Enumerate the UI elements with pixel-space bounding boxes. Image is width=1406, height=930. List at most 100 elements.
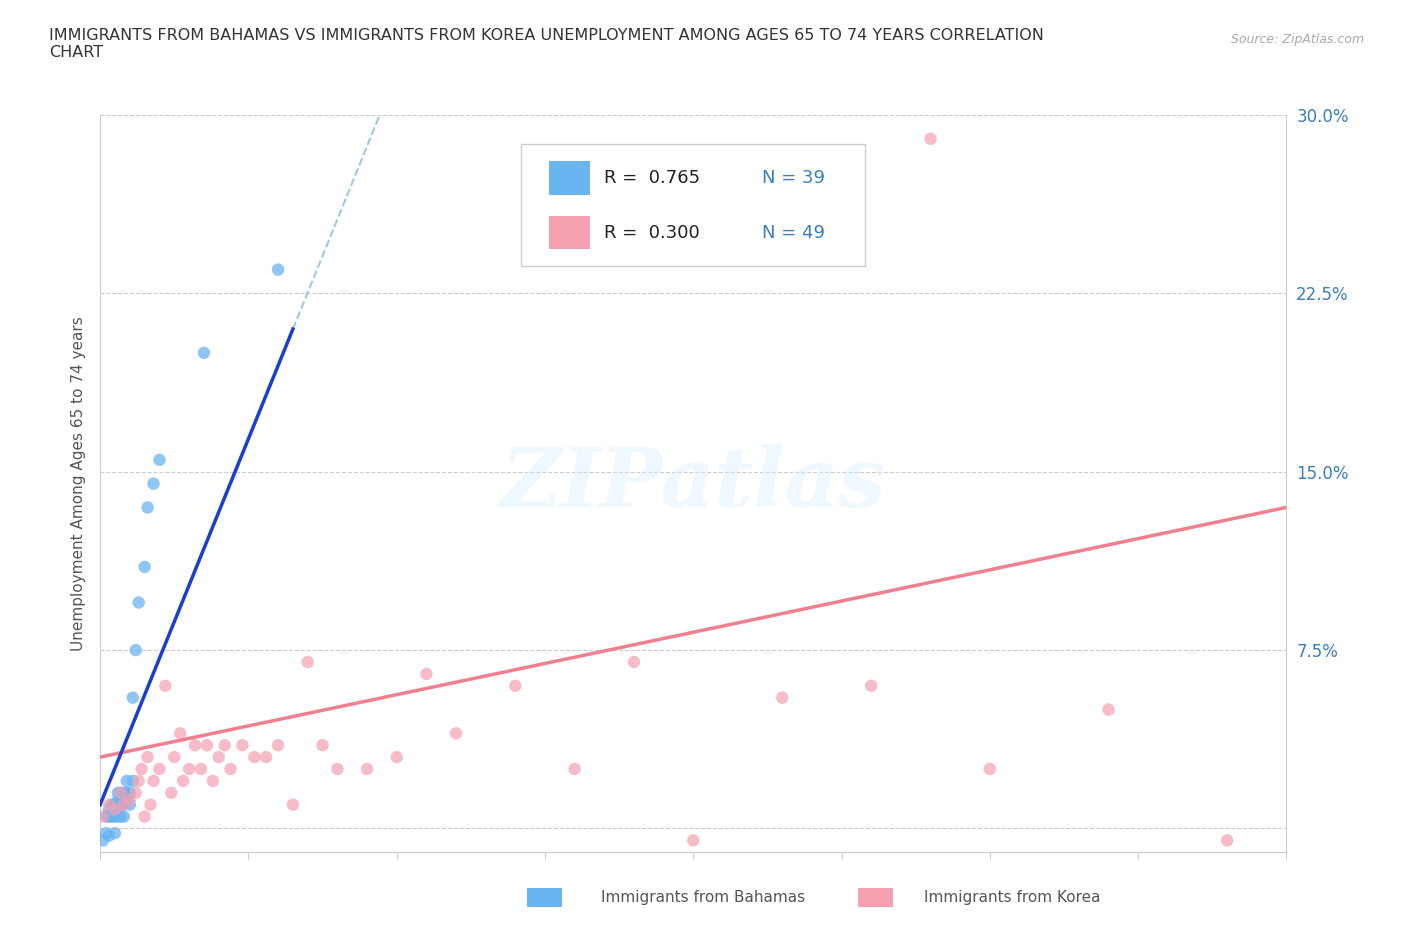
Point [121,690,143,705]
Point [128,774,150,789]
Point [267,262,290,277]
Point [136,500,159,515]
Point [118,797,141,812]
Point [118,792,141,807]
Point [104,809,127,824]
Point [505,678,527,693]
Point [91,809,114,824]
Point [564,762,586,777]
Point [115,774,138,789]
FancyBboxPatch shape [548,216,591,249]
Point [139,797,162,812]
Point [623,655,645,670]
Point [98,802,121,817]
Point [118,785,141,800]
Point [131,762,153,777]
Point [112,797,135,812]
Point [1097,702,1119,717]
Point [110,797,132,812]
Text: ZIPatlas: ZIPatlas [501,444,886,524]
Point [98,797,121,812]
Point [128,595,150,610]
Point [104,797,127,812]
Point [415,667,437,682]
Point [160,785,183,800]
Point [107,809,129,824]
FancyBboxPatch shape [522,144,865,266]
Point [134,809,156,824]
Point [107,792,129,807]
FancyBboxPatch shape [548,162,591,194]
Point [142,774,165,789]
Point [190,762,212,777]
Point [172,774,194,789]
Point [219,762,242,777]
Point [195,737,218,752]
Point [254,750,277,764]
Text: Immigrants from Korea: Immigrants from Korea [924,890,1101,905]
Point [385,750,408,764]
Point [91,833,114,848]
Point [110,785,132,800]
Point [243,750,266,764]
Point [770,690,793,705]
Point [98,829,121,844]
Point [163,750,186,764]
Point [110,809,132,824]
Text: N = 39: N = 39 [762,169,825,187]
Point [110,785,132,800]
Point [94,826,117,841]
Point [101,809,124,824]
Point [177,762,200,777]
Point [101,809,124,824]
Point [101,797,124,812]
Point [356,762,378,777]
Point [107,785,129,800]
Point [148,452,170,467]
Point [208,750,231,764]
Point [184,737,207,752]
Point [121,774,143,789]
Point [682,833,704,848]
Point [920,131,942,146]
Point [979,762,1001,777]
Point [201,774,224,789]
Point [148,762,170,777]
Point [297,655,319,670]
Point [136,750,159,764]
Point [1216,833,1239,848]
Point [125,643,148,658]
Text: R =  0.300: R = 0.300 [605,223,700,242]
Point [112,797,135,812]
Y-axis label: Unemployment Among Ages 65 to 74 years: Unemployment Among Ages 65 to 74 years [72,316,86,651]
Point [444,726,467,741]
Point [326,762,349,777]
Point [142,476,165,491]
Point [115,785,138,800]
Point [193,345,215,360]
Text: Immigrants from Bahamas: Immigrants from Bahamas [600,890,806,905]
Point [115,792,138,807]
Text: R =  0.765: R = 0.765 [605,169,700,187]
Text: IMMIGRANTS FROM BAHAMAS VS IMMIGRANTS FROM KOREA UNEMPLOYMENT AMONG AGES 65 TO 7: IMMIGRANTS FROM BAHAMAS VS IMMIGRANTS FR… [49,28,1045,60]
Point [104,802,127,817]
Point [860,678,883,693]
Point [112,785,135,800]
Point [104,797,127,812]
Point [214,737,236,752]
Point [134,560,156,575]
Text: Source: ZipAtlas.com: Source: ZipAtlas.com [1230,33,1364,46]
Point [155,678,177,693]
Point [231,737,253,752]
Point [267,737,290,752]
Point [104,797,127,812]
Point [169,726,191,741]
Point [281,797,304,812]
Point [104,826,127,841]
Point [94,809,117,824]
Text: N = 49: N = 49 [762,223,825,242]
Point [98,809,121,824]
Point [112,809,135,824]
Point [311,737,333,752]
Point [107,797,129,812]
